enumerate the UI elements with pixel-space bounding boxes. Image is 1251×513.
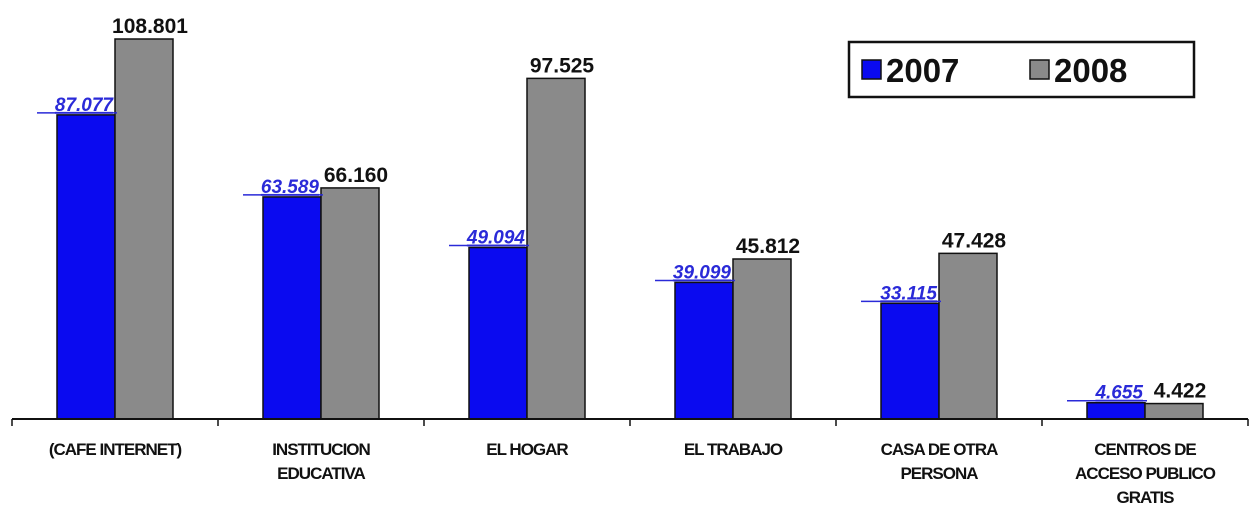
bar-2007 [56,114,116,420]
bar-2008 [114,38,174,420]
category-label: (CAFE INTERNET) [49,440,182,459]
data-label-2007: 39.099 [673,262,732,283]
legend-swatch-2007 [861,59,882,80]
bar-2008 [938,252,998,420]
data-label-2007: 4.655 [1094,383,1143,404]
data-label-2007: 49.094 [466,228,526,249]
bar-2008 [1144,402,1204,420]
data-label-2008: 66.160 [324,164,388,187]
bar-2007 [1086,401,1146,420]
legend-label-2008: 2008 [1054,52,1127,89]
data-label-2007: 87.077 [55,95,115,116]
data-label-2008: 4.422 [1154,380,1207,403]
x-axis [11,418,1249,426]
bar-2007 [674,281,734,420]
bar-2007 [468,246,528,420]
category-label: CENTROS DE ACCESO PUBLICO GRATIS [1075,440,1216,507]
category-label: INSTITUCION EDUCATIVA [272,440,370,483]
bar-2007 [880,302,940,420]
legend: 2007 2008 [847,40,1196,99]
data-label-2008: 97.525 [530,54,595,77]
legend-box [847,40,1196,99]
category-label: EL HOGAR [486,440,568,459]
data-label-2007: 33.115 [880,283,937,304]
legend-label-2007: 2007 [886,52,959,89]
bar-2008 [732,258,792,420]
data-label-2008: 47.428 [942,229,1007,252]
bar-2008 [320,187,380,420]
legend-swatch-2008 [1029,59,1050,80]
category-labels: (CAFE INTERNET) INSTITUCION EDUCATIVA EL HO… [49,440,1217,507]
data-label-2008: 108.801 [112,15,188,38]
data-label-2007: 63.589 [261,177,320,198]
bar-2007 [262,196,322,420]
bar-2008 [526,77,586,420]
data-label-2008: 45.812 [736,235,800,258]
category-label: CASA DE OTRA PERSONA [881,440,998,483]
category-label: EL TRABAJO [684,440,783,459]
bars-layer [56,38,1204,420]
